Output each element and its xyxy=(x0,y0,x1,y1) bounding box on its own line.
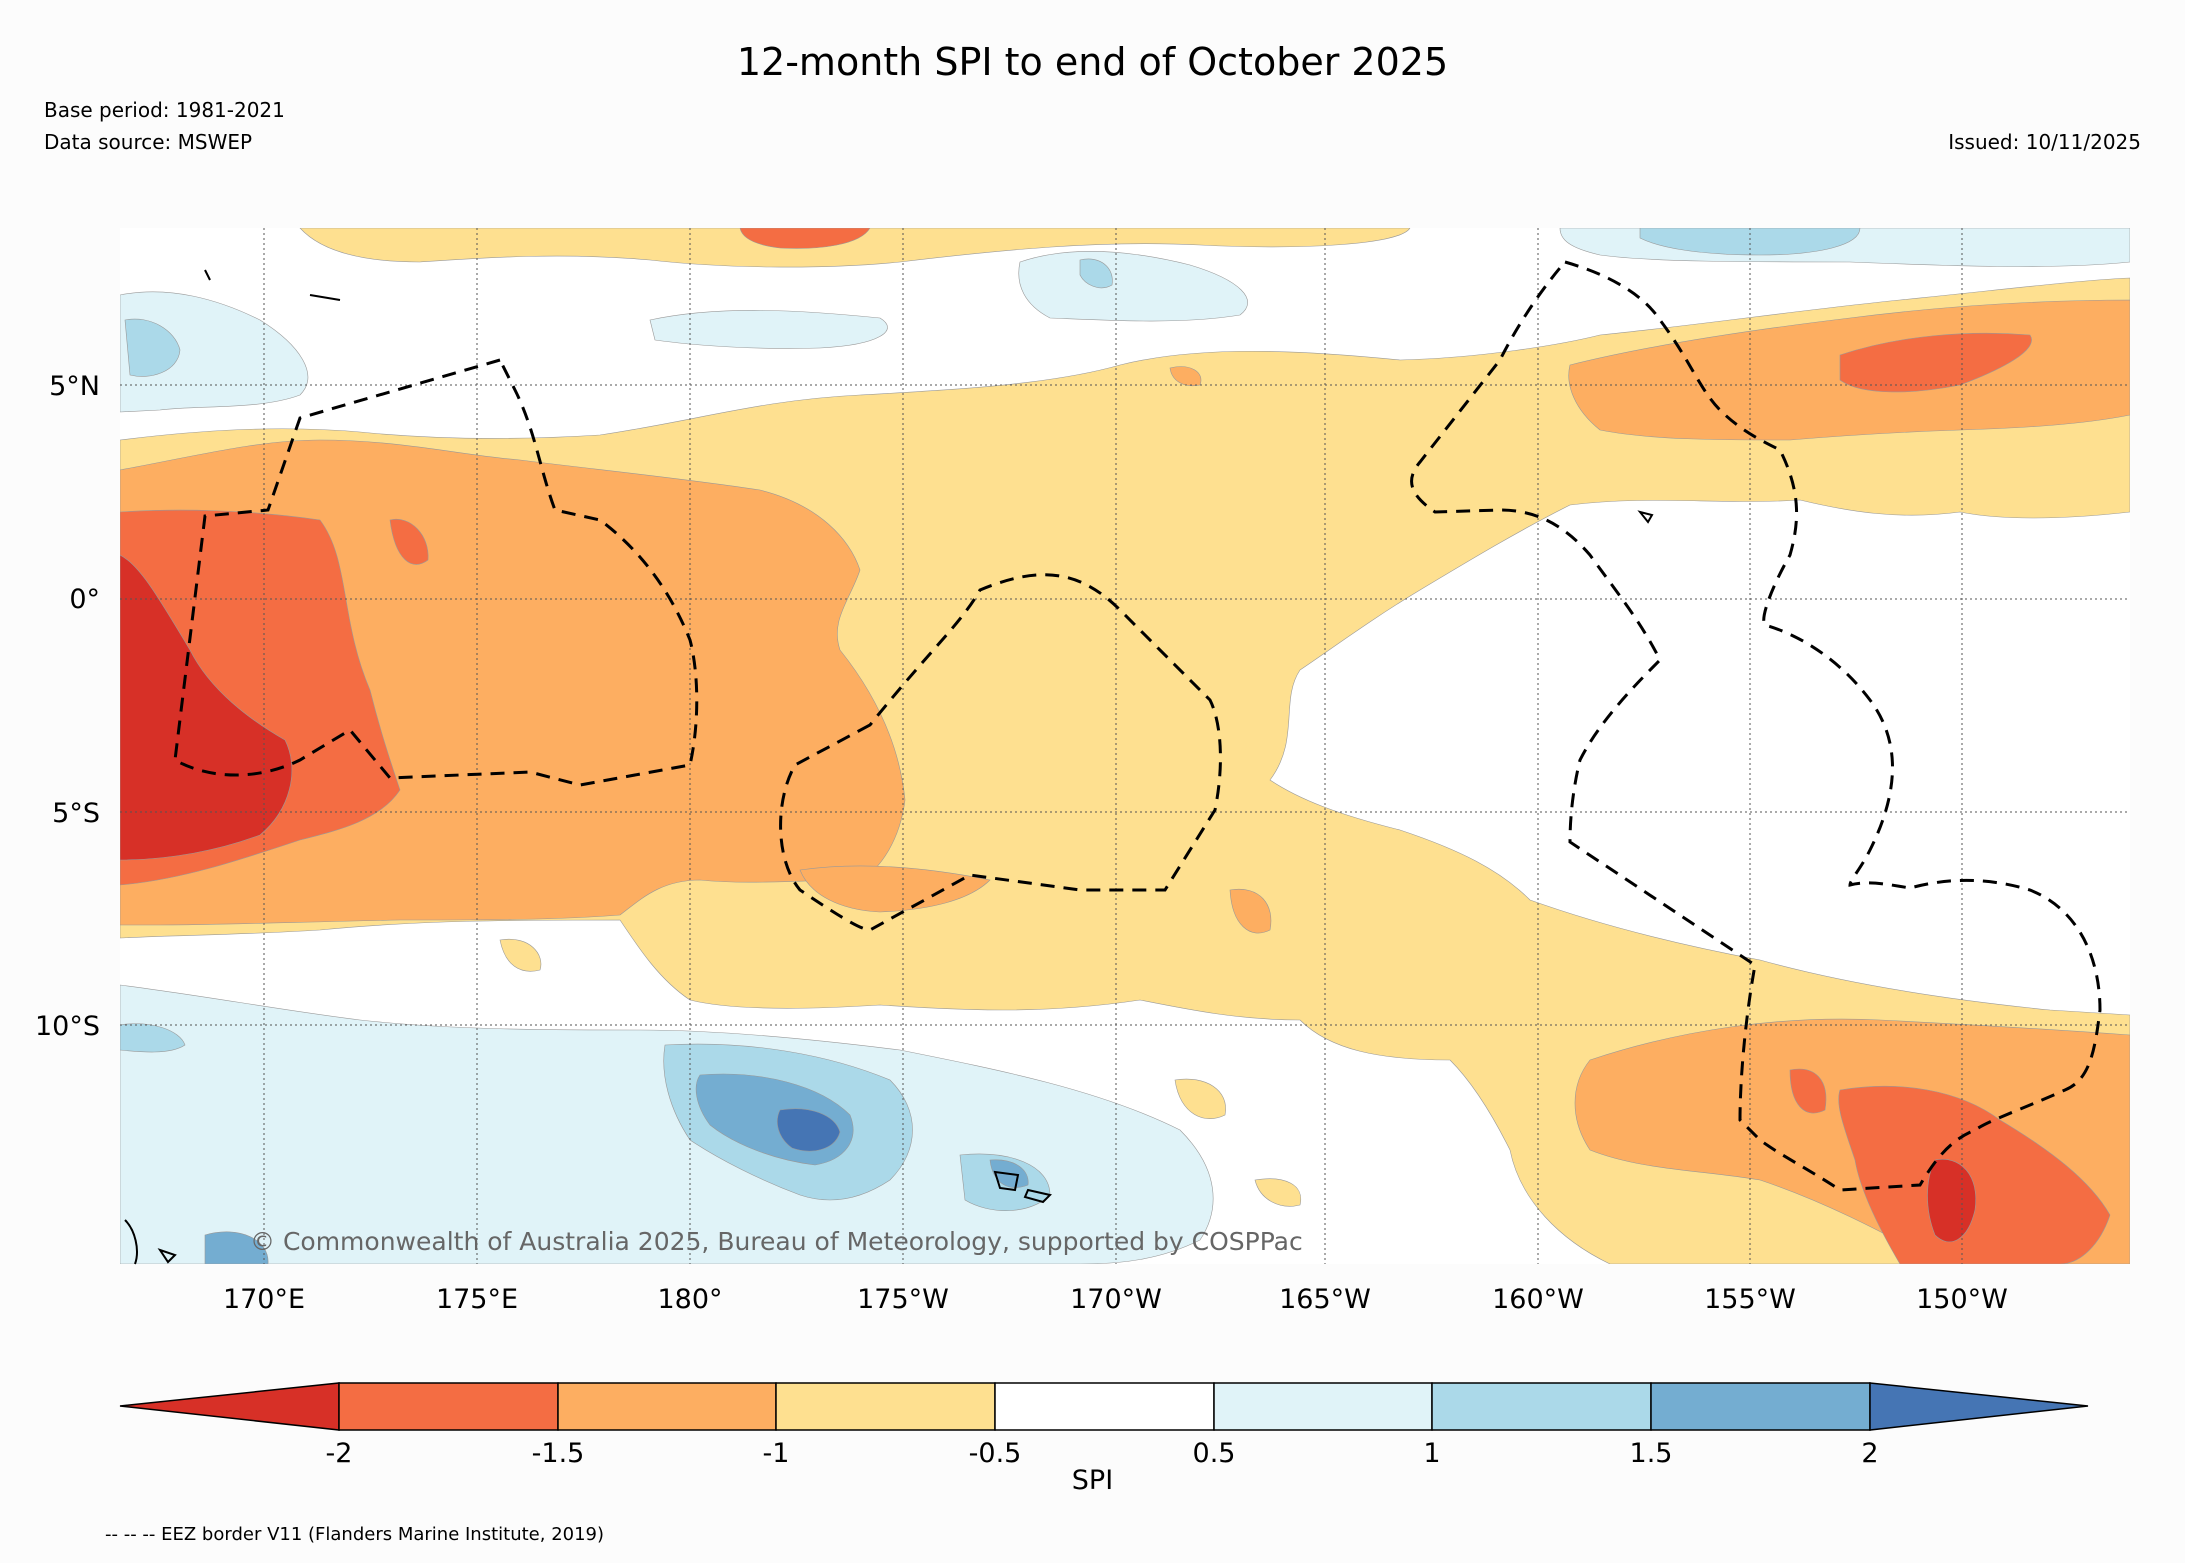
copyright-watermark: © Commonwealth of Australia 2025, Bureau… xyxy=(250,1227,1303,1256)
island-outline xyxy=(993,1170,1020,1192)
island-outline xyxy=(124,1219,138,1265)
eez-legend-note: -- -- -- EEZ border V11 (Flanders Marine… xyxy=(105,1524,605,1545)
eez-borders xyxy=(173,260,2102,1192)
colorbar-tick: 0.5 xyxy=(1193,1438,1236,1469)
island-outline xyxy=(157,1248,177,1264)
base-period: Base period: 1981-2021 xyxy=(44,98,285,122)
region-wet-south xyxy=(120,984,1214,1264)
colorbar-tick: 1 xyxy=(1423,1438,1440,1469)
eez-border-west xyxy=(173,358,699,787)
lon-label-160w: 160°W xyxy=(1492,1284,1584,1315)
eez-border-central xyxy=(779,573,1222,932)
colorbar-bin xyxy=(994,1382,1215,1431)
issued-date: Issued: 10/11/2025 xyxy=(1948,130,2141,154)
lon-label-180: 180° xyxy=(657,1284,722,1315)
colorbar-tick: -1 xyxy=(763,1438,790,1469)
colorbar-tick: 2 xyxy=(1861,1438,1878,1469)
colorbar-bin xyxy=(557,1382,777,1431)
region-extreme-dry-west xyxy=(120,554,293,861)
lon-label-170w: 170°W xyxy=(1070,1284,1162,1315)
colorbar-extend-low xyxy=(119,1382,340,1431)
colorbar-tick: -0.5 xyxy=(969,1438,1022,1469)
lon-label-165w: 165°W xyxy=(1279,1284,1371,1315)
islands xyxy=(124,269,1654,1265)
lat-label-5s: 5°S xyxy=(52,798,100,829)
lon-label-155w: 155°W xyxy=(1704,1284,1796,1315)
spi-field xyxy=(120,228,2130,1264)
eez-border-east xyxy=(1410,260,2102,1192)
data-source: Data source: MSWEP xyxy=(44,130,253,154)
colorbar-bin xyxy=(775,1382,996,1431)
lat-label-0: 0° xyxy=(69,584,100,615)
colorbar-label: SPI xyxy=(1071,1465,1114,1496)
island-outline xyxy=(1637,510,1654,524)
lon-label-170e: 170°E xyxy=(223,1284,305,1315)
graticule xyxy=(120,228,2130,1264)
lon-label-175w: 175°W xyxy=(857,1284,949,1315)
colorbar xyxy=(119,1382,2089,1431)
colorbar-tick: -1.5 xyxy=(532,1438,585,1469)
lon-label-175e: 175°E xyxy=(436,1284,518,1315)
region-wet-north-west xyxy=(120,291,309,413)
lat-labels: 5°N 0° 5°S 10°S xyxy=(35,371,100,1042)
colorbar-tick: -2 xyxy=(326,1438,353,1469)
lon-label-150w: 150°W xyxy=(1916,1284,2008,1315)
lat-label-10s: 10°S xyxy=(35,1011,100,1042)
lon-labels: 170°E 175°E 180° 175°W 170°W 165°W 160°W… xyxy=(223,1284,2008,1315)
lat-label-5n: 5°N xyxy=(49,371,100,402)
colorbar-bin xyxy=(1431,1382,1652,1431)
colorbar-bin xyxy=(338,1382,559,1431)
colorbar-extend-high xyxy=(1869,1382,2089,1431)
colorbar-ticks: -2 -1.5 -1 -0.5 0.5 1 1.5 2 xyxy=(326,1438,1879,1469)
map-title: 12-month SPI to end of October 2025 xyxy=(736,40,1449,84)
colorbar-bin xyxy=(1213,1382,1433,1431)
colorbar-tick: 1.5 xyxy=(1630,1438,1673,1469)
region-wet-north-central xyxy=(649,310,888,349)
island-outline xyxy=(309,294,341,301)
island-outline xyxy=(1023,1188,1052,1204)
colorbar-bin xyxy=(1650,1382,1871,1431)
island-outline xyxy=(204,269,211,281)
